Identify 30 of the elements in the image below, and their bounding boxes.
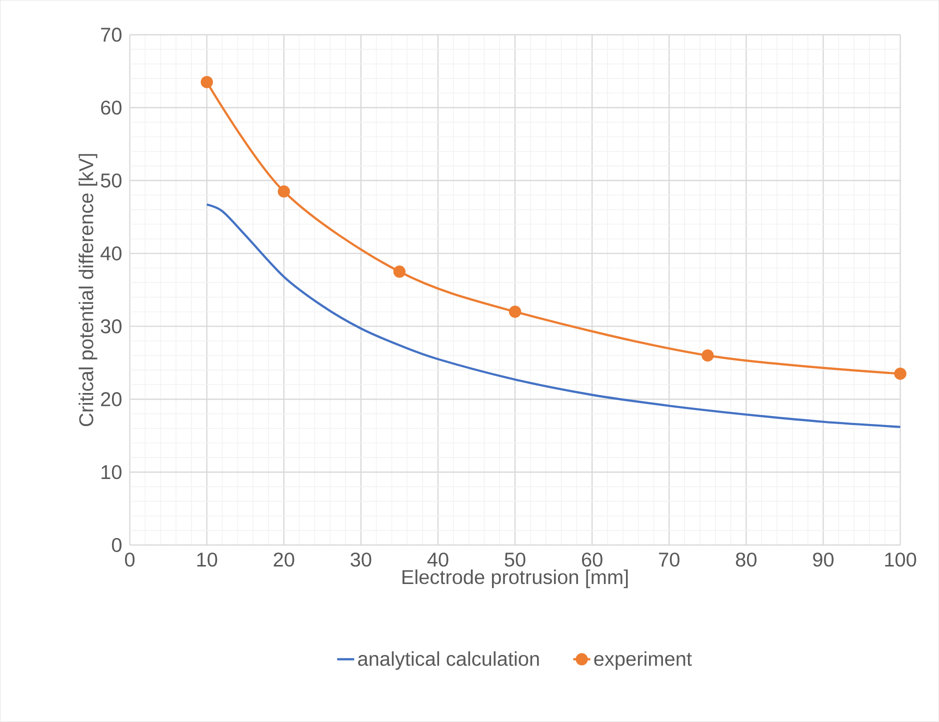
y-tick-label: 70 xyxy=(101,28,122,42)
x-tick-label: 70 xyxy=(659,552,680,567)
line-series xyxy=(206,204,902,428)
legend-label: analytical calculation xyxy=(358,651,539,670)
x-tick-label: 40 xyxy=(427,552,448,567)
point xyxy=(894,368,906,380)
point xyxy=(393,266,406,278)
point xyxy=(702,349,714,362)
y-tick-label: 40 xyxy=(100,246,122,261)
x-tick-label: 30 xyxy=(350,552,372,567)
y-tick-label: 0 xyxy=(112,538,122,552)
x-tick-label: 60 xyxy=(582,552,602,567)
y-axis-title: Critical potential difference [kV] xyxy=(78,154,98,426)
point xyxy=(508,306,522,318)
x-axis-title: Electrode protrusion [mm] xyxy=(402,570,628,588)
y-tick-label: 20 xyxy=(101,392,122,406)
x-tick-label: 50 xyxy=(504,552,526,567)
legend-label: experiment xyxy=(594,651,692,670)
point xyxy=(200,76,213,88)
point xyxy=(278,185,290,198)
y-tick-label: 10 xyxy=(102,465,122,480)
x-tick-label: 80 xyxy=(736,552,756,567)
y-tick-label: 50 xyxy=(100,174,122,188)
x-tick-label: 100 xyxy=(885,552,916,567)
x-tick-label: 10 xyxy=(197,552,218,567)
y-tick-label: 60 xyxy=(101,100,122,115)
x-tick-label: 90 xyxy=(813,552,834,567)
y-tick-label: 30 xyxy=(100,319,122,334)
x-tick-label: 20 xyxy=(274,552,294,567)
x-tick-label: 0 xyxy=(125,552,135,567)
